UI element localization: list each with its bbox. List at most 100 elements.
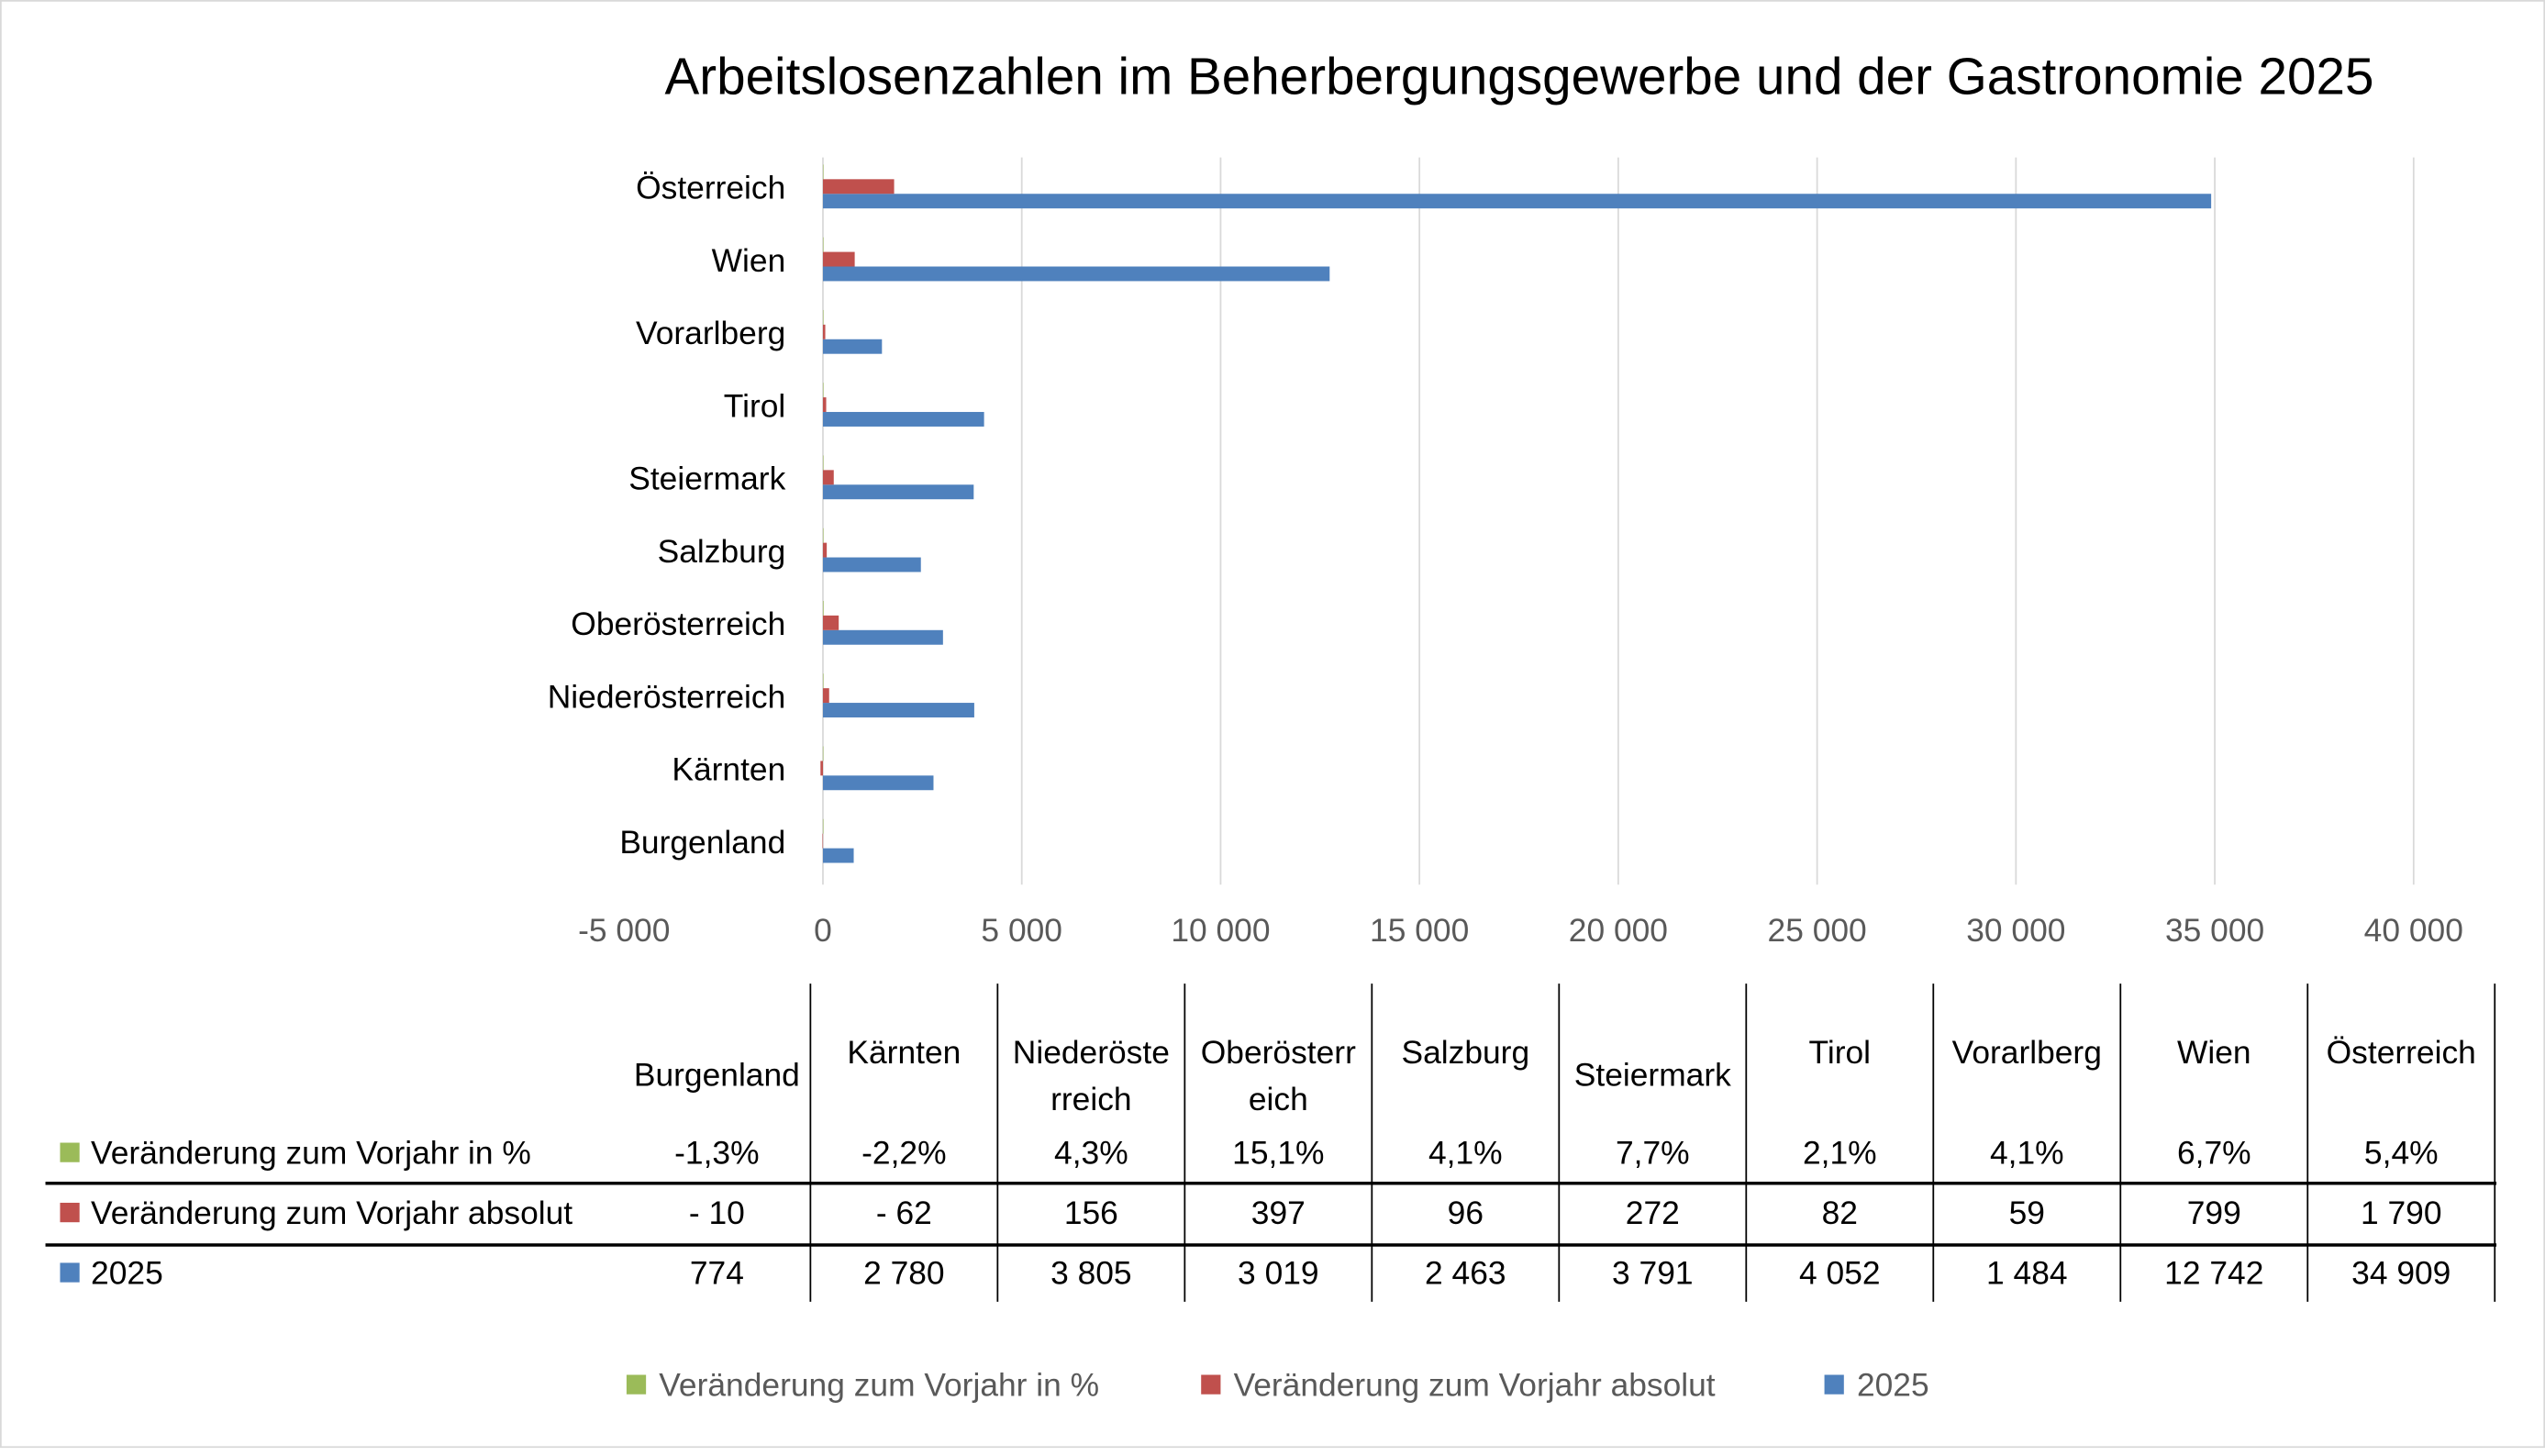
- table-cell: 7,7%: [1616, 1136, 1690, 1172]
- table-cell: 2 463: [1425, 1255, 1506, 1291]
- category-label: Tirol: [724, 388, 785, 424]
- table-cell: 2 780: [863, 1255, 945, 1291]
- table-cell: 1 484: [1986, 1255, 2068, 1291]
- category-label: Burgenland: [619, 825, 785, 861]
- table-cell: 799: [2187, 1195, 2241, 1231]
- table-header: Österreich: [2327, 1035, 2476, 1071]
- x-tick-label: 15 000: [1370, 913, 1469, 949]
- table-header: Tirol: [1809, 1035, 1871, 1071]
- table-row-label: Veränderung zum Vorjahr absolut: [91, 1195, 572, 1231]
- bar-2025: [822, 412, 984, 427]
- table-cell: 82: [1822, 1195, 1858, 1231]
- table-cell: 96: [1448, 1195, 1484, 1231]
- bar-abs-change: [822, 542, 828, 558]
- table-header: eich: [1249, 1082, 1308, 1117]
- bar-abs-change: [822, 179, 895, 195]
- table-row-label: 2025: [91, 1255, 163, 1291]
- table-header: Oberösterr: [1201, 1035, 1356, 1071]
- bar-abs-change: [820, 761, 823, 776]
- bar-2025: [822, 339, 883, 354]
- table-cell: 59: [2009, 1195, 2045, 1231]
- chart-title: Arbeitslosenzahlen im Beherbergungsgewer…: [664, 48, 2373, 106]
- bar-abs-change: [822, 324, 826, 339]
- table-cell: - 10: [689, 1195, 745, 1231]
- table-cell: 4,1%: [1428, 1136, 1503, 1172]
- category-label: Salzburg: [658, 534, 786, 570]
- x-tick-label: 10 000: [1171, 913, 1270, 949]
- table-cell: 4,1%: [1990, 1136, 2064, 1172]
- bar-2025: [822, 703, 974, 717]
- table-cell: 5,4%: [2364, 1136, 2439, 1172]
- legend-swatch: [1201, 1374, 1221, 1395]
- x-tick-label: 25 000: [1768, 913, 1867, 949]
- bar-abs-change: [822, 615, 839, 630]
- table-cell: 3 019: [1238, 1255, 1319, 1291]
- bar-abs-change: [822, 397, 827, 413]
- bar-pct-change: [822, 455, 824, 471]
- table-cell: 272: [1626, 1195, 1680, 1231]
- bar-abs-change: [822, 833, 824, 849]
- bar-pct-change: [822, 237, 824, 252]
- x-tick-label: 5 000: [981, 913, 1062, 949]
- table-header: Steiermark: [1574, 1058, 1731, 1094]
- table-header: rreich: [1050, 1082, 1131, 1117]
- legend-swatch: [626, 1374, 647, 1395]
- table-header: Wien: [2177, 1035, 2251, 1071]
- bar-pct-change: [822, 528, 824, 543]
- table-cell: 4,3%: [1054, 1136, 1128, 1172]
- legend-key: [60, 1142, 80, 1162]
- bar-pct-change: [822, 673, 824, 689]
- table-cell: - 62: [876, 1195, 932, 1231]
- bar-2025: [822, 266, 1330, 282]
- x-tick-label: 30 000: [1966, 913, 2065, 949]
- table-header: Burgenland: [634, 1058, 800, 1094]
- table-header: Vorarlberg: [1952, 1035, 2102, 1071]
- bar-2025: [822, 484, 974, 500]
- table-header: Salzburg: [1402, 1035, 1530, 1071]
- bar-pct-change: [822, 383, 824, 398]
- bar-2025: [822, 775, 934, 791]
- bar-abs-change: [822, 688, 829, 704]
- x-tick-label: 35 000: [2165, 913, 2264, 949]
- x-tick-label: -5 000: [578, 913, 670, 949]
- legend-label: Veränderung zum Vorjahr in %: [659, 1368, 1099, 1404]
- legend-key: [60, 1202, 80, 1223]
- category-label: Niederösterreich: [548, 679, 786, 715]
- table-header: Niederöste: [1013, 1035, 1170, 1071]
- bar-2025: [822, 557, 921, 572]
- table-cell: 774: [690, 1255, 744, 1291]
- category-label: Kärnten: [672, 752, 785, 788]
- bar-pct-change: [822, 746, 824, 761]
- table-cell: 397: [1251, 1195, 1306, 1231]
- bar-abs-change: [822, 251, 855, 267]
- table-cell: 2,1%: [1803, 1136, 1877, 1172]
- table-cell: 4 052: [1799, 1255, 1881, 1291]
- x-tick-label: 40 000: [2364, 913, 2463, 949]
- legend-label: 2025: [1857, 1368, 1929, 1404]
- bar-pct-change: [822, 600, 824, 616]
- bar-2025: [822, 194, 2212, 209]
- bar-pct-change: [822, 818, 824, 834]
- x-tick-label: 20 000: [1569, 913, 1668, 949]
- category-label: Wien: [712, 243, 786, 279]
- table-cell: 1 790: [2361, 1195, 2442, 1231]
- table-header: Kärnten: [847, 1035, 961, 1071]
- x-tick-label: 0: [814, 913, 832, 949]
- table-cell: 34 909: [2351, 1255, 2451, 1291]
- bar-2025: [822, 629, 943, 645]
- bar-pct-change: [822, 309, 824, 325]
- legend-swatch: [1824, 1374, 1844, 1395]
- legend-label: Veränderung zum Vorjahr absolut: [1234, 1368, 1716, 1404]
- table-cell: 12 742: [2164, 1255, 2263, 1291]
- bar-abs-change: [822, 470, 834, 485]
- bar-2025: [822, 848, 854, 863]
- category-label: Vorarlberg: [636, 316, 785, 351]
- category-label: Oberösterreich: [571, 606, 785, 642]
- table-cell: -2,2%: [861, 1136, 946, 1172]
- table-cell: 3 791: [1612, 1255, 1694, 1291]
- bar-pct-change: [822, 164, 824, 180]
- table-cell: 6,7%: [2177, 1136, 2251, 1172]
- category-label: Österreich: [636, 171, 785, 206]
